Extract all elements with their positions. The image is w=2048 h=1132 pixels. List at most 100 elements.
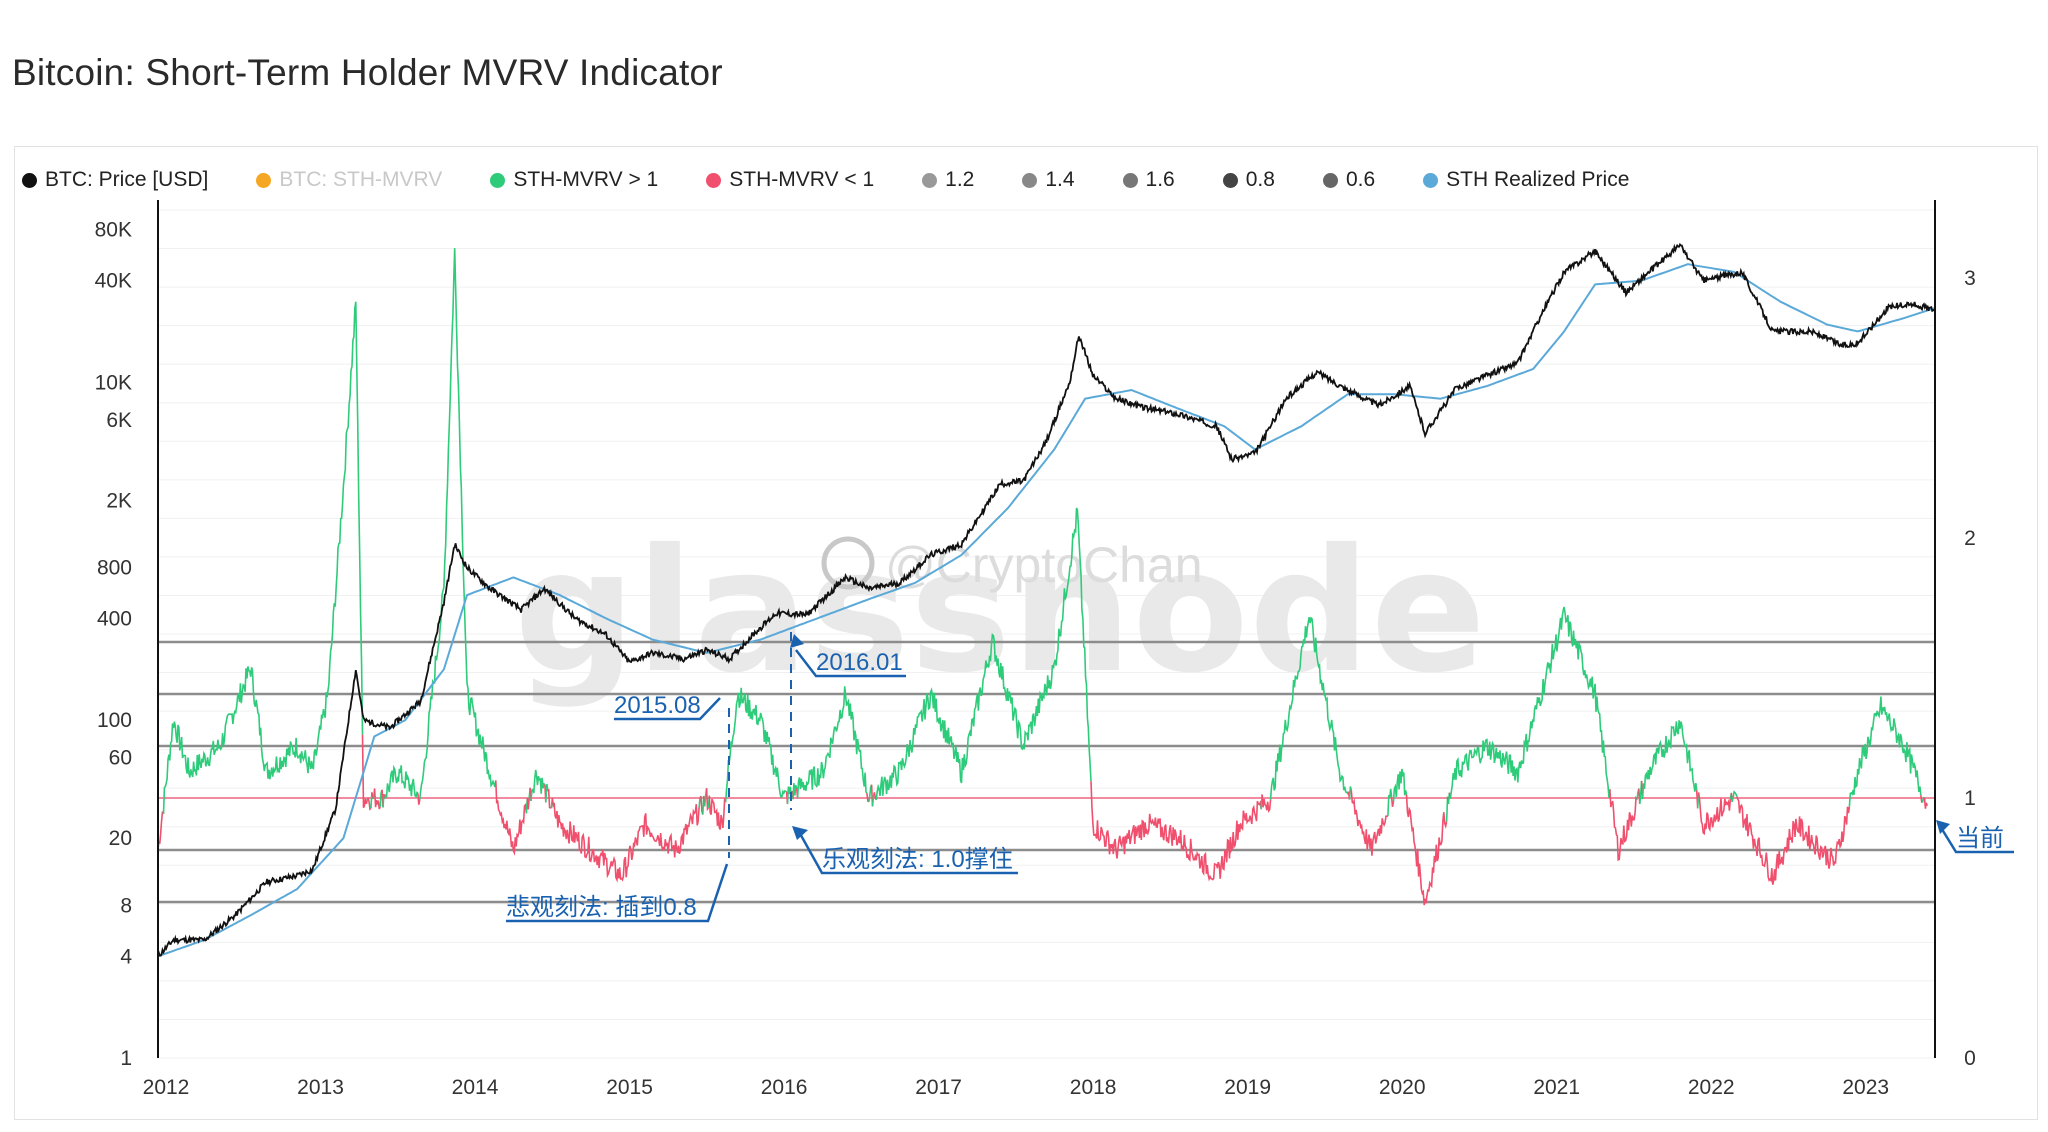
legend-dot-icon [1022, 172, 1038, 188]
price-series [157, 242, 1936, 958]
legend-item-sth-realized-price[interactable]: STH Realized Price [1423, 168, 1629, 192]
mvrv-below-1-line [495, 780, 528, 856]
y-right-tick-label: 3 [1964, 267, 1976, 290]
mvrv-below-1-line [1261, 794, 1272, 813]
y-left-tick-label: 60 [109, 747, 132, 770]
x-tick-label: 2014 [452, 1076, 499, 1099]
x-tick-label: 2023 [1842, 1076, 1889, 1099]
x-tick-label: 2020 [1379, 1076, 1426, 1099]
mvrv-above-1-line [1731, 790, 1738, 803]
mvrv-above-1-line [792, 783, 798, 800]
y-left-tick-label: 2K [106, 489, 132, 512]
arrowhead-icon [792, 826, 808, 840]
mvrv-above-1-line [1387, 788, 1393, 817]
legend-item-sth-mvrv[interactable]: BTC: STH-MVRV [256, 168, 442, 192]
mvrv-above-1-line [530, 769, 546, 801]
sth-mvrv-series [157, 248, 1929, 906]
leader-2015-08 [614, 697, 721, 721]
mvrv-below-1-line [1090, 781, 1262, 882]
y-left-tick-label: 4 [120, 945, 132, 968]
leader-optimistic [796, 829, 1018, 875]
mvrv-above-1-line [1848, 696, 1922, 807]
mvrv-above-1-line [1392, 768, 1408, 802]
legend-label: STH-MVRV > 1 [513, 168, 659, 191]
mvrv-above-1-line [1921, 796, 1925, 803]
mvrv-above-1-line [875, 507, 1092, 800]
legend-item-sth-mvrv-below-1[interactable]: STH-MVRV < 1 [706, 168, 874, 192]
mvrv-below-1-line [1923, 797, 1929, 809]
chart-frame [14, 146, 2038, 1120]
watermark-handle: @CryptoChan [885, 537, 1203, 593]
x-tick-label: 2021 [1533, 1076, 1580, 1099]
mvrv-below-1-line [1697, 792, 1732, 836]
reference-levels [158, 640, 1935, 904]
annotation-2016-01: 2016.01 [816, 649, 903, 676]
legend-item-level-0-8[interactable]: 0.8 [1222, 168, 1275, 192]
x-tick-label: 2018 [1070, 1076, 1117, 1099]
gridlines [158, 209, 1935, 1059]
legend-item-sth-mvrv-above-1[interactable]: STH-MVRV > 1 [490, 168, 658, 192]
mvrv-below-1-line [705, 788, 710, 812]
legend-dot-icon [706, 172, 722, 188]
tick-labels: 80K 40K 10K 6K 2K 800 400 100 60 20 8 4 1 3 2 1 0 2012 201… [95, 219, 1976, 1099]
legend-item-level-1-2[interactable]: 1.2 [922, 168, 974, 192]
legend-dot-icon [490, 172, 506, 188]
mvrv-below-1-line [708, 795, 727, 830]
legend-item-btc-price[interactable]: BTC: Price [USD] [22, 168, 208, 192]
legend-item-level-0-6[interactable]: 0.6 [1322, 168, 1375, 192]
mvrv-above-1-line [1269, 616, 1350, 800]
mvrv-above-1-line [1348, 786, 1353, 800]
legend-dot-icon [1222, 172, 1238, 188]
arrowhead-icon [1936, 820, 1950, 834]
mvrv-below-1-line [1609, 789, 1638, 862]
mvrv-below-1-line [367, 797, 372, 811]
annotations: 2015.08 2016.01 悲观刻法: 插到0.8 乐观刻法: 1.0撑住 … [506, 632, 2014, 923]
y-left-tick-label: 80K [95, 219, 132, 242]
legend-dot-icon [1122, 172, 1138, 188]
legend-label: 1.4 [1045, 168, 1075, 191]
legend-label: 0.8 [1245, 168, 1275, 191]
mvrv-above-1-line [796, 686, 868, 799]
y-left-tick-label: 40K [95, 270, 132, 293]
annotation-2015-08: 2015.08 [614, 692, 701, 719]
watermark-text: glassnode [514, 513, 1486, 711]
axes [157, 200, 1936, 1058]
y-right-tick-label: 0 [1964, 1047, 1976, 1070]
x-tick-label: 2016 [761, 1076, 808, 1099]
legend-item-level-1-6[interactable]: 1.6 [1122, 168, 1175, 192]
legend-dot-icon [1322, 172, 1338, 188]
y-left-tick-label: 10K [95, 371, 132, 394]
annotation-current: 当前 [1956, 825, 2004, 852]
legend-label: STH Realized Price [1446, 168, 1630, 191]
x-tick-label: 2022 [1688, 1076, 1735, 1099]
mvrv-below-1-line [1405, 794, 1448, 906]
arrowhead-icon [790, 634, 804, 648]
mvrv-below-1-line [1736, 796, 1851, 885]
y-left-tick-label: 6K [106, 409, 132, 432]
y-right-tick-label: 1 [1964, 787, 1976, 810]
mvrv-below-1-line [1390, 796, 1395, 807]
x-tick-label: 2019 [1224, 1076, 1271, 1099]
mvrv-below-1-line [551, 797, 700, 883]
x-tick-label: 2015 [606, 1076, 653, 1099]
weibo-icon [821, 536, 875, 590]
watermark: glassnode @CryptoChan [514, 513, 1486, 711]
mvrv-below-1-line [526, 797, 530, 810]
legend-label: 1.6 [1145, 168, 1175, 191]
legend-label: STH-MVRV < 1 [729, 168, 875, 191]
annotation-optimistic: 乐观刻法: 1.0撑住 [822, 846, 1013, 873]
y-left-tick-label: 1 [120, 1047, 132, 1070]
mvrv-below-1-line [361, 734, 368, 809]
legend-item-level-1-4[interactable]: 1.4 [1022, 168, 1075, 192]
y-left-tick-label: 8 [120, 894, 132, 917]
leader-current [1938, 825, 2014, 854]
chart-legend: BTC: Price [USD] BTC: STH-MVRV STH-MVRV … [22, 166, 1677, 194]
mvrv-below-1-line [417, 793, 421, 805]
legend-dot-icon [256, 172, 272, 188]
mvrv-above-1-line [1641, 720, 1698, 800]
mvrv-above-1-line [419, 248, 497, 800]
legend-dot-icon [922, 172, 938, 188]
legend-label: 1.2 [945, 168, 975, 191]
y-left-tick-label: 400 [97, 607, 132, 630]
